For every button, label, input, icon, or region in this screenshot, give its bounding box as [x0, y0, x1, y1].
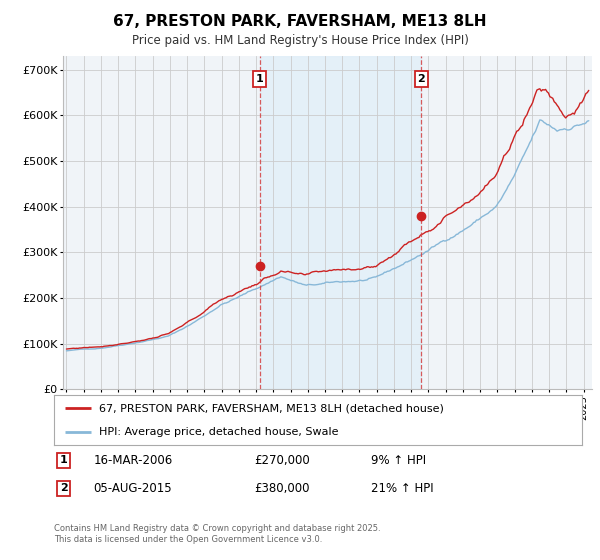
Text: 1: 1	[59, 455, 67, 465]
Text: £270,000: £270,000	[254, 454, 310, 467]
Text: 21% ↑ HPI: 21% ↑ HPI	[371, 482, 433, 495]
Text: Contains HM Land Registry data © Crown copyright and database right 2025.
This d: Contains HM Land Registry data © Crown c…	[54, 524, 380, 544]
Bar	[260, 56, 421, 389]
Text: HPI: Average price, detached house, Swale: HPI: Average price, detached house, Swal…	[99, 427, 338, 437]
Text: 05-AUG-2015: 05-AUG-2015	[94, 482, 172, 495]
Text: 16-MAR-2006: 16-MAR-2006	[94, 454, 173, 467]
Text: 67, PRESTON PARK, FAVERSHAM, ME13 8LH: 67, PRESTON PARK, FAVERSHAM, ME13 8LH	[113, 14, 487, 29]
Text: £380,000: £380,000	[254, 482, 310, 495]
Text: 67, PRESTON PARK, FAVERSHAM, ME13 8LH (detached house): 67, PRESTON PARK, FAVERSHAM, ME13 8LH (d…	[99, 403, 444, 413]
Text: 1: 1	[256, 74, 263, 84]
Text: 2: 2	[418, 74, 425, 84]
Text: Price paid vs. HM Land Registry's House Price Index (HPI): Price paid vs. HM Land Registry's House …	[131, 34, 469, 46]
Text: 9% ↑ HPI: 9% ↑ HPI	[371, 454, 426, 467]
Text: 2: 2	[59, 483, 67, 493]
